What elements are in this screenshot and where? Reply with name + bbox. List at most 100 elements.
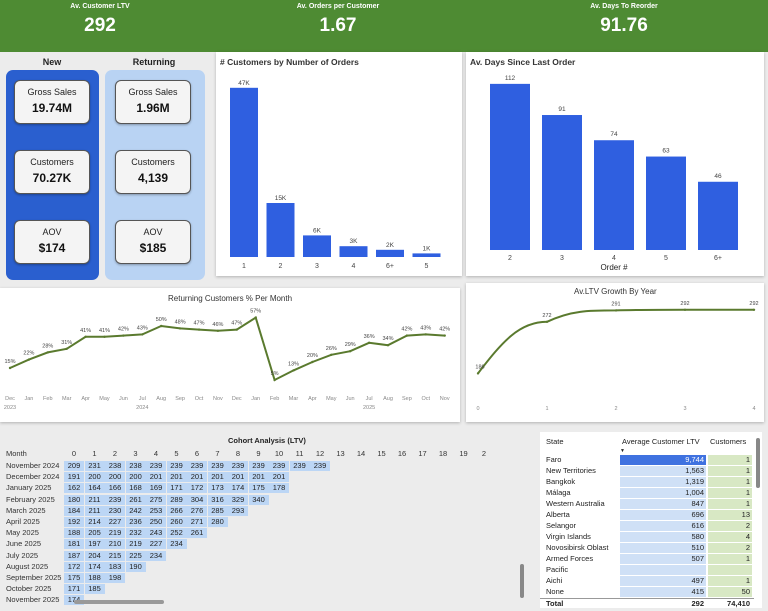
data-point[interactable]: [178, 327, 182, 330]
bar-6+[interactable]: [698, 181, 738, 250]
data-point[interactable]: [424, 333, 427, 336]
data-point[interactable]: [103, 335, 106, 338]
data-point[interactable]: [141, 333, 144, 336]
x-tick-label: Sep: [175, 396, 185, 402]
bar-5[interactable]: [412, 253, 441, 257]
state-row[interactable]: Virgin Islands 580 4: [540, 532, 754, 542]
bar-1[interactable]: [230, 87, 258, 257]
cohort-cell: 227: [105, 517, 125, 527]
data-point[interactable]: [752, 308, 756, 311]
data-point[interactable]: [8, 366, 12, 370]
data-point[interactable]: [311, 360, 314, 364]
state-row[interactable]: Alberta 696 13: [540, 510, 754, 520]
x-tick-label: 3: [315, 263, 319, 270]
data-point[interactable]: [65, 347, 68, 350]
cohort-vertical-scrollbar[interactable]: [520, 564, 524, 598]
data-point[interactable]: [216, 329, 220, 332]
state-row[interactable]: None 415 50: [540, 587, 754, 597]
cohort-cell: 252: [166, 528, 187, 539]
state-row[interactable]: Pacific: [540, 565, 754, 575]
state-ltv: 510: [620, 543, 706, 553]
cohort-col-header: 12: [315, 449, 325, 458]
cohort-cell: 239: [207, 461, 228, 471]
state-row[interactable]: Málaga 1,004 1: [540, 488, 754, 498]
ltv-growth-chart: 186 272 291 292 292 0 1 2 3 4: [475, 301, 758, 412]
cohort-col-header: 1: [92, 449, 97, 458]
bar-4[interactable]: [339, 246, 368, 257]
data-point[interactable]: [46, 351, 49, 354]
state-column-header[interactable]: State: [546, 437, 564, 446]
data-point[interactable]: [235, 328, 238, 331]
data-point[interactable]: [443, 334, 446, 337]
state-row[interactable]: Novosibirsk Oblast 510 2: [540, 543, 754, 553]
data-label: 63: [662, 148, 670, 155]
cohort-cell: 190: [125, 561, 146, 572]
data-point[interactable]: [160, 324, 163, 328]
state-row[interactable]: Selangor 616 2: [540, 521, 754, 531]
cohort-cell: 175: [64, 573, 84, 583]
data-point[interactable]: [476, 372, 480, 375]
x-tick-label: May: [326, 396, 337, 402]
new-customers-card: Customers 70.27K: [14, 150, 90, 194]
cohort-col-header: 19: [459, 449, 468, 458]
cohort-cell: 211: [84, 505, 105, 516]
state-row[interactable]: Western Australia 847 1: [540, 499, 754, 509]
cohort-title: Cohort Analysis (LTV): [228, 436, 306, 445]
x-tick-label: Oct: [422, 396, 431, 402]
cohort-cell: 329: [228, 494, 248, 505]
cohort-horizontal-scrollbar[interactable]: [74, 600, 164, 604]
cohort-month: November 2025: [6, 595, 60, 605]
bar-2[interactable]: [490, 83, 530, 250]
chart-title: Av. Days Since Last Order: [470, 57, 576, 67]
sort-desc-icon[interactable]: ▼: [620, 448, 625, 454]
data-label: 29%: [345, 342, 356, 348]
bar-3[interactable]: [542, 115, 582, 250]
data-point[interactable]: [367, 341, 371, 344]
data-point[interactable]: [683, 308, 687, 311]
data-point[interactable]: [122, 334, 125, 337]
metric-label: Customers: [30, 157, 74, 167]
x-tick-label: Dec: [5, 396, 15, 402]
data-point[interactable]: [545, 320, 549, 323]
data-point[interactable]: [614, 309, 618, 312]
bar-3[interactable]: [303, 235, 331, 257]
x-tick-label: 5: [664, 255, 668, 262]
data-label: 112: [505, 75, 516, 82]
data-point[interactable]: [273, 378, 276, 382]
state-customers: 13: [708, 510, 752, 520]
data-point[interactable]: [349, 350, 352, 353]
customers-column-header[interactable]: Customers: [710, 437, 747, 446]
returning-pct-card: Returning Customers % Per Month 15% Dec 22…: [0, 288, 460, 422]
x-tick-label: 1: [242, 263, 246, 270]
cohort-col-header: 18: [438, 449, 448, 458]
bar-2[interactable]: [266, 203, 295, 257]
ltv-column-header[interactable]: Average Customer LTV: [622, 437, 700, 446]
data-point[interactable]: [386, 344, 390, 347]
state-row[interactable]: New Territories 1,563 1: [540, 466, 754, 476]
state-table-scrollbar[interactable]: [756, 438, 760, 488]
data-point[interactable]: [84, 335, 87, 338]
cohort-col-header: 2: [481, 449, 487, 458]
data-point[interactable]: [27, 358, 31, 361]
data-point[interactable]: [405, 334, 409, 337]
x-tick-label: 2: [279, 263, 283, 270]
state-customers: 2: [708, 543, 752, 553]
bar-5[interactable]: [646, 156, 686, 250]
bar-6+[interactable]: [376, 249, 404, 257]
cohort-cell: 340: [248, 494, 269, 505]
segment-returning-panel: Gross Sales 1.96M Customers 4,139 AOV $1…: [105, 70, 205, 280]
data-point[interactable]: [197, 328, 201, 331]
state-row[interactable]: Bangkok 1,319 1: [540, 477, 754, 487]
data-point[interactable]: [292, 369, 295, 372]
cohort-cell: 236: [125, 517, 146, 527]
state-ltv: 847: [620, 499, 706, 509]
bar-4[interactable]: [594, 140, 634, 250]
days-since-last-order-chart: 112 2 91 3 74 4 63 5 46 6+ Order #: [490, 75, 738, 272]
data-point[interactable]: [254, 316, 257, 319]
state-row[interactable]: Faro 9,744 1: [540, 455, 754, 465]
state-row[interactable]: Armed Forces 507 1: [540, 554, 754, 564]
state-row[interactable]: Aichi 497 1: [540, 576, 754, 586]
data-point[interactable]: [330, 353, 333, 356]
state-name: Novosibirsk Oblast: [546, 543, 609, 552]
cohort-cell: 164: [84, 483, 105, 494]
